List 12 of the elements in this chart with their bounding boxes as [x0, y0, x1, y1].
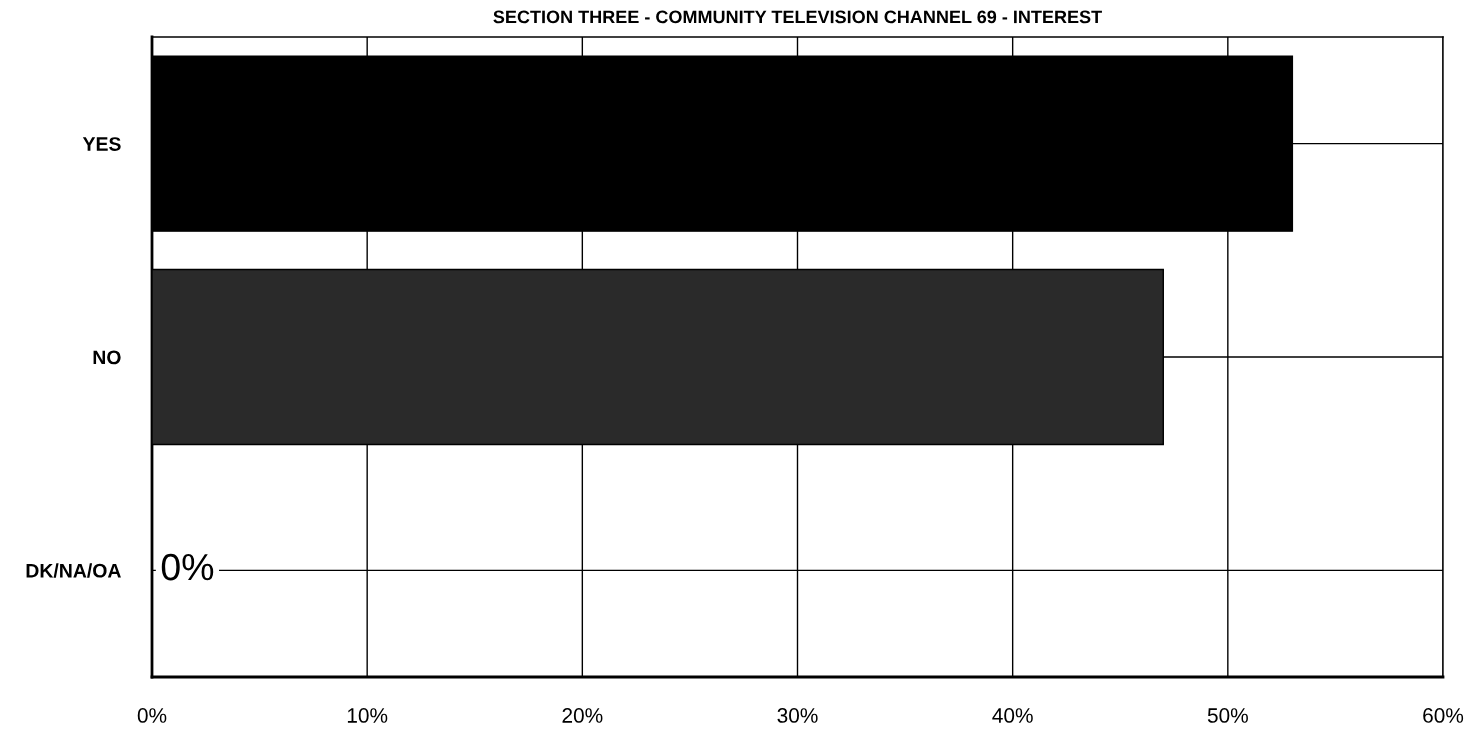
x-tick-label: 60% [1423, 708, 1464, 723]
y-tick-label: YES [82, 137, 121, 151]
y-tick-label: NO [93, 350, 121, 365]
x-tick-label: 0% [137, 708, 167, 723]
y-tick-label: DK/NA/OA [26, 563, 121, 578]
x-tick-label: 50% [1207, 708, 1248, 723]
chart-title: SECTION THREE - COMMUNITY TELEVISION CHANNEL 69 - INTEREST [493, 10, 1102, 24]
x-tick-label: 30% [777, 708, 818, 723]
x-tick-label: 10% [347, 708, 388, 723]
x-tick-label: 20% [562, 708, 603, 723]
data-label: 0% [161, 553, 214, 581]
x-tick-label: 40% [992, 708, 1033, 723]
